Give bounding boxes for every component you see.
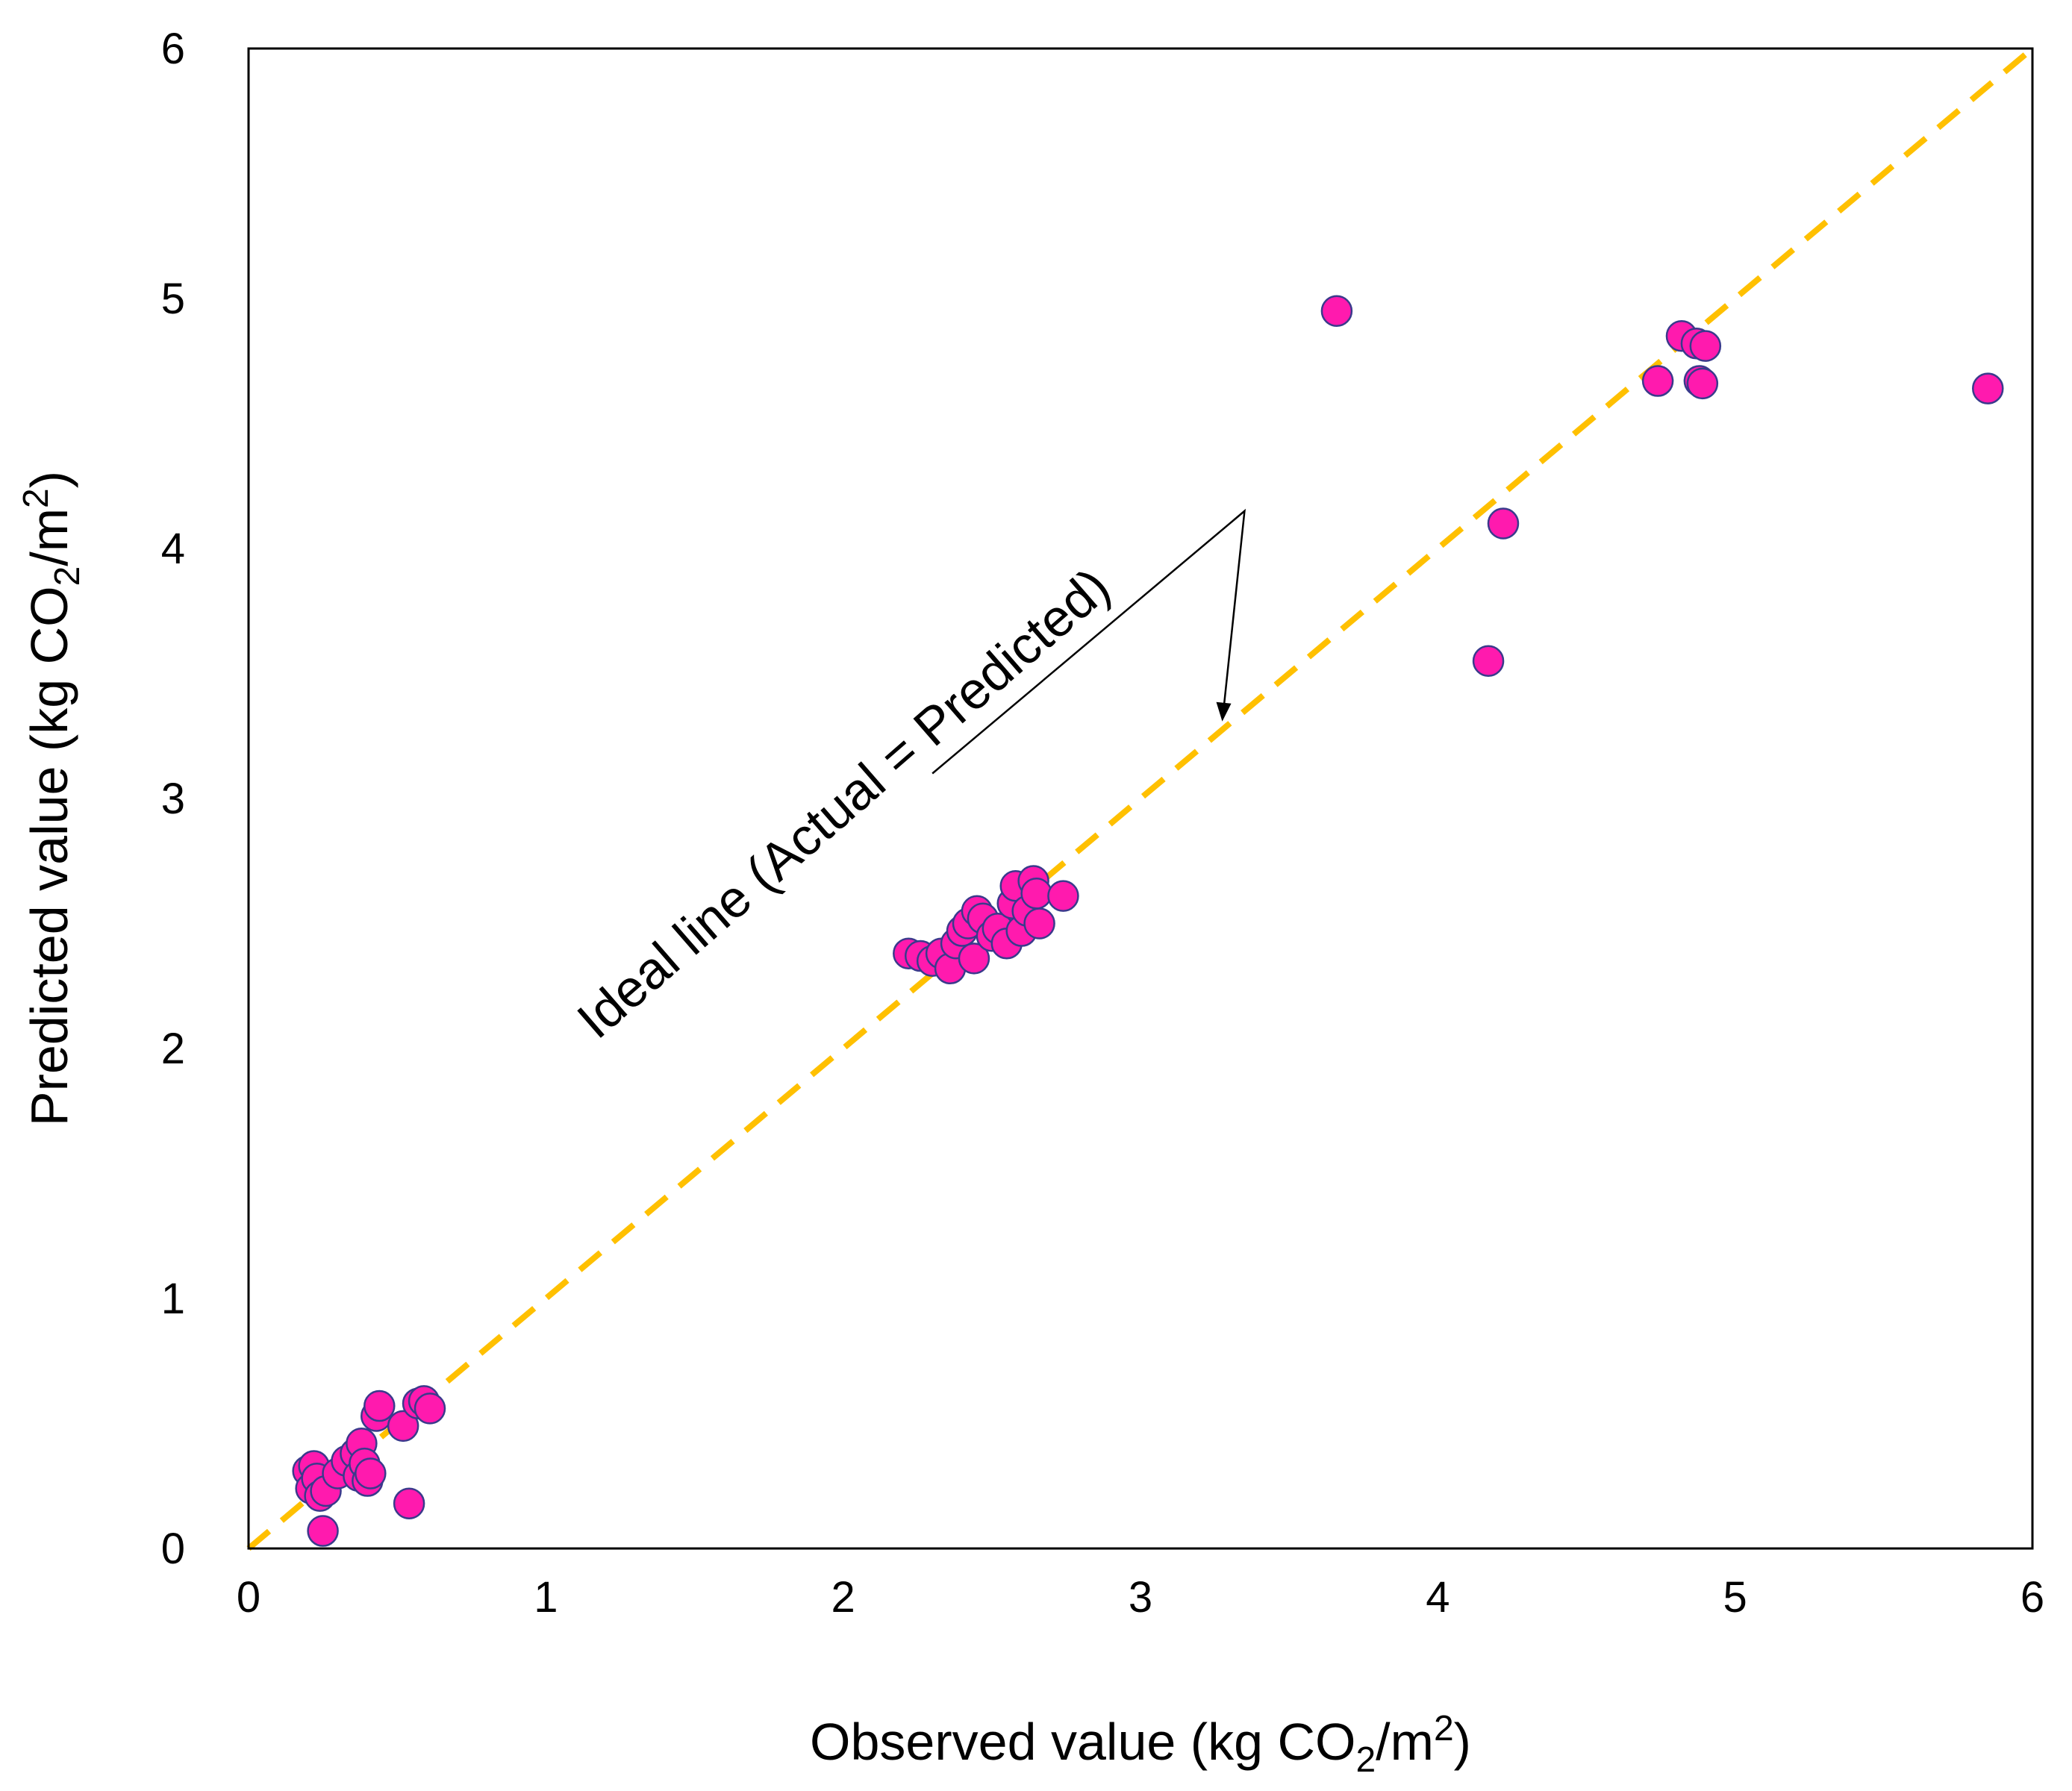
x-tick-label: 4 bbox=[1426, 1573, 1450, 1622]
data-point bbox=[393, 1487, 425, 1519]
data-point bbox=[414, 1393, 446, 1425]
ideal-line bbox=[246, 46, 2035, 1551]
x-tick-label: 3 bbox=[1129, 1573, 1152, 1622]
data-point bbox=[1320, 295, 1353, 327]
x-tick-label: 2 bbox=[831, 1573, 855, 1622]
x-tick-label: 1 bbox=[534, 1573, 558, 1622]
data-point bbox=[1020, 878, 1052, 910]
plot-frame bbox=[247, 47, 2034, 1550]
tick-labels-layer: 0 1 2 3 4 5 6 0 1 2 3 4 5 6 bbox=[161, 25, 2044, 1622]
annotation-arrowhead bbox=[1216, 701, 1232, 722]
x-tick-label: 5 bbox=[1723, 1573, 1747, 1622]
data-point bbox=[1972, 372, 2004, 404]
ideal-line-layer bbox=[246, 46, 2035, 1551]
y-tick-label: 2 bbox=[161, 1025, 185, 1073]
y-tick-label: 4 bbox=[161, 525, 185, 573]
y-tick-label: 1 bbox=[161, 1275, 185, 1323]
annotation-label: Ideal line (Actual = Predicted) bbox=[567, 557, 1121, 1049]
data-point bbox=[1487, 507, 1520, 540]
data-point bbox=[1641, 365, 1674, 397]
data-point bbox=[958, 943, 990, 975]
y-tick-label: 0 bbox=[161, 1525, 185, 1573]
y-tick-label: 5 bbox=[161, 275, 185, 323]
x-tick-label: 6 bbox=[2020, 1573, 2044, 1622]
y-tick-label: 6 bbox=[161, 25, 185, 73]
data-point bbox=[363, 1390, 396, 1422]
x-tick-label: 0 bbox=[237, 1573, 260, 1622]
data-point bbox=[355, 1457, 387, 1490]
data-point bbox=[1047, 880, 1079, 912]
data-point bbox=[1689, 330, 1722, 362]
data-point bbox=[307, 1515, 339, 1547]
data-point bbox=[1472, 645, 1505, 677]
data-point bbox=[1686, 367, 1719, 400]
annotation-leader bbox=[932, 508, 1246, 775]
y-tick-label: 3 bbox=[161, 775, 185, 823]
x-axis-title: Observed value (kg CO2/m2) bbox=[810, 1709, 1471, 1780]
data-point bbox=[1023, 907, 1055, 940]
data-point bbox=[387, 1410, 419, 1443]
points-layer bbox=[292, 295, 2004, 1547]
y-axis-title: Predicted value (kg CO2/m2) bbox=[16, 471, 87, 1126]
